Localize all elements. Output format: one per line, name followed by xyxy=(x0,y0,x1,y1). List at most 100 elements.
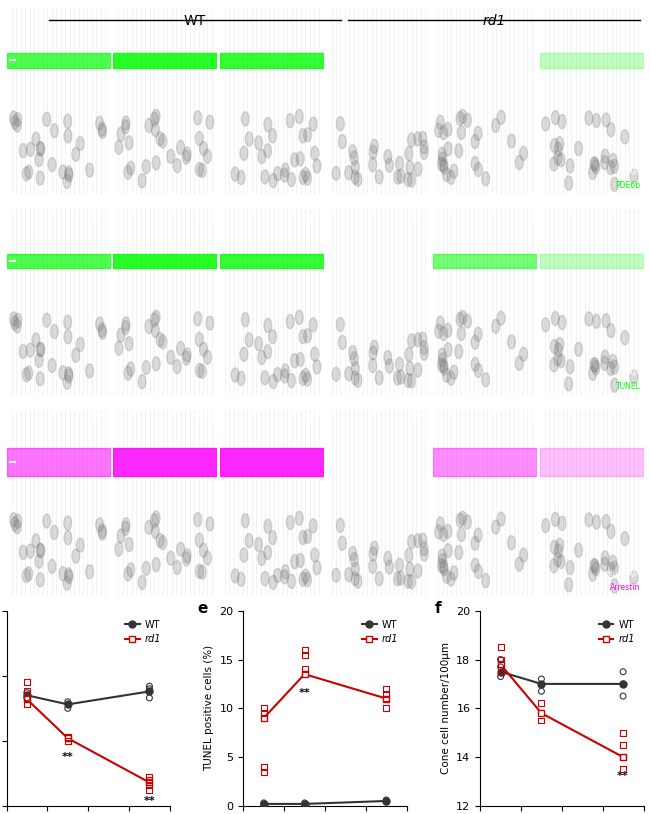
Circle shape xyxy=(384,351,392,365)
Text: ONL: ONL xyxy=(0,55,3,64)
Bar xyxy=(6,53,110,68)
Circle shape xyxy=(420,541,428,556)
Circle shape xyxy=(385,158,393,173)
Point xyxy=(21,691,32,704)
Text: WT: WT xyxy=(184,14,206,28)
Point xyxy=(259,702,269,715)
Circle shape xyxy=(404,574,412,589)
Circle shape xyxy=(96,116,103,130)
Circle shape xyxy=(237,170,245,185)
Circle shape xyxy=(436,116,444,129)
Circle shape xyxy=(556,137,564,151)
Point xyxy=(259,707,269,720)
Text: **: ** xyxy=(299,688,311,698)
Text: P17: P17 xyxy=(621,215,640,224)
Circle shape xyxy=(611,579,619,593)
Circle shape xyxy=(167,350,175,365)
Bar xyxy=(220,53,324,68)
Circle shape xyxy=(408,535,415,549)
Circle shape xyxy=(471,536,479,550)
Circle shape xyxy=(177,542,185,556)
Circle shape xyxy=(592,361,600,374)
Circle shape xyxy=(64,315,72,329)
Point xyxy=(618,763,629,776)
Circle shape xyxy=(291,354,298,368)
Circle shape xyxy=(408,334,415,348)
Circle shape xyxy=(630,370,638,384)
Circle shape xyxy=(152,558,160,571)
Circle shape xyxy=(482,172,489,186)
Circle shape xyxy=(22,167,31,181)
Circle shape xyxy=(14,514,21,528)
Circle shape xyxy=(339,335,346,349)
Circle shape xyxy=(258,150,266,164)
Circle shape xyxy=(261,571,269,585)
Circle shape xyxy=(414,333,422,347)
Circle shape xyxy=(194,513,202,527)
Circle shape xyxy=(195,533,203,547)
Point xyxy=(21,676,32,689)
Circle shape xyxy=(436,316,444,330)
Circle shape xyxy=(397,169,405,183)
Circle shape xyxy=(291,153,298,167)
Circle shape xyxy=(125,136,133,150)
Circle shape xyxy=(351,571,359,586)
Circle shape xyxy=(471,156,479,171)
Text: P11: P11 xyxy=(408,14,427,23)
Text: **: ** xyxy=(144,796,155,806)
Circle shape xyxy=(295,511,303,525)
Circle shape xyxy=(59,567,67,580)
Circle shape xyxy=(610,360,618,374)
Circle shape xyxy=(474,163,482,177)
Circle shape xyxy=(51,124,58,138)
Circle shape xyxy=(35,353,43,367)
Circle shape xyxy=(264,318,272,332)
Circle shape xyxy=(86,364,94,378)
Circle shape xyxy=(299,572,307,586)
Circle shape xyxy=(437,558,445,573)
Point xyxy=(62,695,73,708)
Circle shape xyxy=(200,142,207,155)
Circle shape xyxy=(304,329,311,343)
Point xyxy=(536,697,547,710)
Circle shape xyxy=(592,160,600,174)
Circle shape xyxy=(439,559,447,574)
Circle shape xyxy=(203,551,211,565)
Point xyxy=(381,687,391,700)
Circle shape xyxy=(281,570,289,584)
Circle shape xyxy=(602,113,610,127)
Circle shape xyxy=(519,147,528,160)
Circle shape xyxy=(22,569,31,583)
Circle shape xyxy=(14,112,21,126)
Circle shape xyxy=(274,568,281,583)
Circle shape xyxy=(354,373,362,387)
Circle shape xyxy=(497,512,505,526)
Text: 20μm: 20μm xyxy=(604,571,625,577)
Circle shape xyxy=(591,157,599,172)
Circle shape xyxy=(183,348,191,362)
Circle shape xyxy=(152,155,160,170)
Text: P17: P17 xyxy=(621,14,640,23)
Circle shape xyxy=(152,109,160,124)
Circle shape xyxy=(255,537,263,552)
Point xyxy=(144,685,155,698)
Circle shape xyxy=(497,111,505,125)
Circle shape xyxy=(124,366,132,380)
Circle shape xyxy=(151,122,159,137)
Circle shape xyxy=(10,513,18,527)
Circle shape xyxy=(245,132,253,146)
Bar xyxy=(113,53,217,68)
Point xyxy=(618,677,629,690)
Text: INL: INL xyxy=(0,102,3,112)
Circle shape xyxy=(96,317,103,331)
Legend: WT, rd1: WT, rd1 xyxy=(358,615,402,648)
Circle shape xyxy=(156,132,164,146)
Point xyxy=(618,738,629,751)
Circle shape xyxy=(203,149,211,164)
Circle shape xyxy=(557,153,565,167)
Circle shape xyxy=(515,557,523,571)
Circle shape xyxy=(419,332,427,346)
Point xyxy=(144,784,155,797)
Text: TUNEL: TUNEL xyxy=(616,382,640,391)
Circle shape xyxy=(609,354,617,369)
